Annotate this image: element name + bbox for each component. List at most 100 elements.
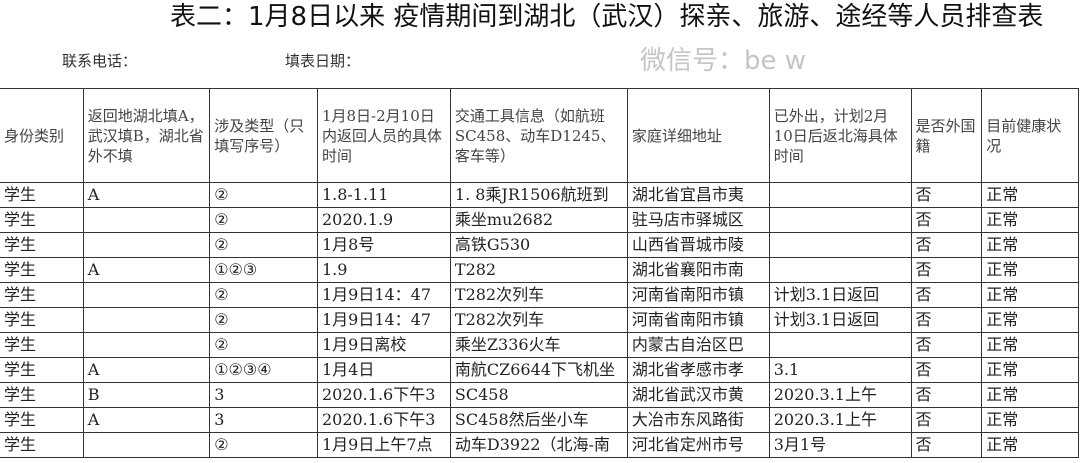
column-header: 交通工具信息（如航班SC458、动车D1245、客车等） <box>449 88 628 183</box>
table-cell: 否 <box>910 307 983 333</box>
column-header: 1月8日-2月10日内返回人员的具体时间 <box>316 88 451 183</box>
table-cell: 2020.1.6下午3 <box>316 382 451 408</box>
table-row: 学生 A 3 2020.1.6下午3 SC458然后坐小车 大冶市东风路街 2020.3.1… <box>0 407 1079 433</box>
table-cell <box>768 257 912 283</box>
table-row: 学生 A ①②③④ 1月4日 南航CZ6644下飞机坐 湖北省孝感市孝 3.1 否正常 <box>0 357 1079 383</box>
table-cell: 1月8号 <box>316 232 451 258</box>
table-row: 学生 ② 1月9日离校 乘坐Z336火车 内蒙古自治区巴 否正常 <box>0 332 1079 358</box>
table-cell <box>82 432 211 458</box>
table-cell: 学生 <box>0 232 84 258</box>
table-cell: 否 <box>910 407 983 433</box>
table-row: 学生 A ①②③ 1.9 T282 湖北省襄阳市南 否正常 <box>0 257 1079 283</box>
table-cell <box>768 207 912 233</box>
table-cell: 高铁G530 <box>449 232 628 258</box>
table-cell: 学生 <box>0 182 84 208</box>
table-cell: 动车D3922（北海-南 <box>449 432 628 458</box>
table-cell: 学生 <box>0 382 84 408</box>
header-row: 身份类别 返回地湖北填A，武汉填B，湖北省外不填 涉及类型（只填写序号） 1月8日-2… <box>0 88 1079 183</box>
table-cell: 否 <box>910 332 983 358</box>
table-cell: 乘坐mu2682 <box>449 207 628 233</box>
table-cell: SC458然后坐小车 <box>449 407 628 433</box>
table-cell <box>768 182 912 208</box>
table-cell: 乘坐Z336火车 <box>449 332 628 358</box>
table-cell: 正常 <box>981 282 1079 308</box>
column-header: 家庭详细地址 <box>626 88 770 183</box>
table-cell: 正常 <box>981 407 1079 433</box>
table-cell: 否 <box>910 357 983 383</box>
table-cell: 湖北省宜昌市夷 <box>626 182 770 208</box>
column-header: 已外出，计划2月10日后返北海具体时间 <box>768 88 912 183</box>
table-cell: 南航CZ6644下飞机坐 <box>449 357 628 383</box>
table-cell: ② <box>209 282 318 308</box>
table-cell: ② <box>209 307 318 333</box>
table-cell <box>768 232 912 258</box>
table-cell: 否 <box>910 232 983 258</box>
table-cell: ② <box>209 232 318 258</box>
table-cell: 内蒙古自治区巴 <box>626 332 770 358</box>
table-cell: T282次列车 <box>449 307 628 333</box>
table-cell: 计划3.1日返回 <box>768 282 912 308</box>
table-cell <box>82 307 211 333</box>
table-cell: ② <box>209 432 318 458</box>
table-cell: 否 <box>910 207 983 233</box>
table-cell <box>768 332 912 358</box>
table-cell: ①②③④ <box>209 357 318 383</box>
column-header: 是否外国籍 <box>910 88 983 183</box>
table-cell: 河北省定州市号 <box>626 432 770 458</box>
table-cell <box>82 332 211 358</box>
table-cell: ② <box>209 182 318 208</box>
table-cell: 否 <box>910 282 983 308</box>
table-cell: 正常 <box>981 382 1079 408</box>
table-cell: ② <box>209 332 318 358</box>
table-cell: 河南省南阳市镇 <box>626 307 770 333</box>
table-cell: ①②③ <box>209 257 318 283</box>
column-header: 涉及类型（只填写序号） <box>209 88 318 183</box>
table-cell: 学生 <box>0 432 84 458</box>
watermark: 微信号：be w <box>640 46 807 76</box>
table-cell: 3 <box>209 382 318 408</box>
table-cell: 学生 <box>0 407 84 433</box>
page-title: 表二：1月8日以来 疫情期间到湖北（武汉）探亲、旅游、途经等人员排查表 <box>170 2 1044 32</box>
table-row: 学生 ② 1月9日14：47 T282次列车 河南省南阳市镇 计划3.1日返回否正常 <box>0 282 1079 308</box>
table-cell: ② <box>209 207 318 233</box>
table-cell: 2020.1.6下午3 <box>316 407 451 433</box>
table-cell: T282次列车 <box>449 282 628 308</box>
table-cell: A <box>82 357 211 383</box>
survey-table: 身份类别 返回地湖北填A，武汉填B，湖北省外不填 涉及类型（只填写序号） 1月8日-2… <box>0 88 1079 458</box>
column-header: 目前健康状况 <box>981 88 1079 183</box>
table-cell: A <box>82 407 211 433</box>
table-cell: 正常 <box>981 182 1079 208</box>
table-cell: 学生 <box>0 307 84 333</box>
table-cell: 学生 <box>0 257 84 283</box>
table-cell: 3.1 <box>768 357 912 383</box>
table-cell: 2020.3.1上午 <box>768 382 912 408</box>
contact-label: 联系电话： <box>62 52 138 70</box>
table-cell: 河南省南阳市镇 <box>626 282 770 308</box>
table-cell: 山西省晋城市陵 <box>626 232 770 258</box>
table-cell: 大冶市东风路街 <box>626 407 770 433</box>
table-cell: 否 <box>910 182 983 208</box>
table-cell: 1月9日上午7点 <box>316 432 451 458</box>
date-label: 填表日期： <box>285 52 361 70</box>
table-cell <box>82 282 211 308</box>
table-cell: 驻马店市驿城区 <box>626 207 770 233</box>
table-cell: 1月4日 <box>316 357 451 383</box>
column-header: 返回地湖北填A，武汉填B，湖北省外不填 <box>82 88 211 183</box>
table-cell: 正常 <box>981 232 1079 258</box>
table-cell <box>82 207 211 233</box>
table-cell: 湖北省襄阳市南 <box>626 257 770 283</box>
table-cell: 湖北省孝感市孝 <box>626 357 770 383</box>
table-row: 学生 ② 1月9日上午7点 动车D3922（北海-南 河北省定州市号 3月1号否正常 <box>0 432 1079 458</box>
table-cell: T282 <box>449 257 628 283</box>
table-cell: 学生 <box>0 357 84 383</box>
table-cell: A <box>82 257 211 283</box>
column-header: 身份类别 <box>0 88 84 183</box>
table-cell: 1月9日14：47 <box>316 282 451 308</box>
table-row: 学生 ② 2020.1.9 乘坐mu2682 驻马店市驿城区 否正常 <box>0 207 1079 233</box>
table-cell: 1.8-1.11 <box>316 182 451 208</box>
table-cell: 否 <box>910 257 983 283</box>
table-cell: SC458 <box>449 382 628 408</box>
table-cell: 正常 <box>981 432 1079 458</box>
table-cell: 3 <box>209 407 318 433</box>
table-cell: 否 <box>910 432 983 458</box>
